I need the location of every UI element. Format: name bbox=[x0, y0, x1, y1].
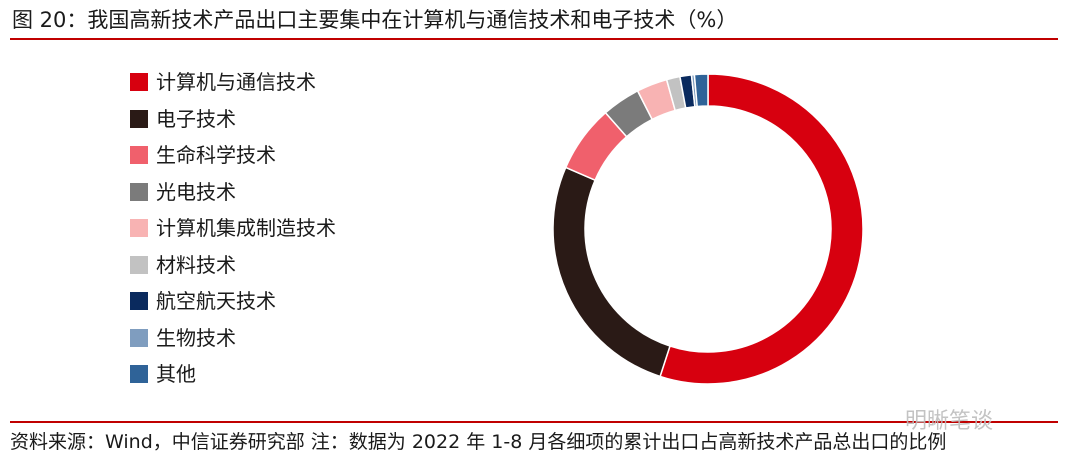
legend-swatch bbox=[130, 292, 148, 310]
legend-swatch bbox=[130, 255, 148, 274]
legend-swatch bbox=[130, 365, 148, 383]
legend-label: 计算机集成制造技术 bbox=[156, 216, 336, 240]
donut-slice bbox=[552, 166, 671, 378]
legend-label: 生物技术 bbox=[156, 325, 236, 350]
legend-swatch bbox=[130, 109, 148, 128]
title-rule bbox=[10, 38, 1058, 40]
source-note: 资料来源：Wind，中信证券研究部 注：数据为 2022 年 1-8 月各细项的… bbox=[10, 431, 947, 453]
legend-label: 材料技术 bbox=[156, 252, 236, 277]
footer-rule bbox=[10, 421, 1058, 423]
legend-label: 航空航天技术 bbox=[156, 289, 276, 313]
legend-label: 电子技术 bbox=[156, 106, 236, 131]
legend-swatch bbox=[130, 146, 148, 164]
figure-title: 图 20：我国高新技术产品出口主要集中在计算机与通信技术和电子技术（%） bbox=[12, 8, 738, 32]
donut-slice bbox=[659, 73, 864, 385]
legend-swatch bbox=[130, 328, 148, 347]
legend-label: 光电技术 bbox=[156, 179, 236, 204]
legend-swatch bbox=[130, 73, 148, 91]
legend-label: 计算机与通信技术 bbox=[156, 70, 316, 94]
legend-label: 其他 bbox=[156, 362, 196, 386]
donut-slice bbox=[693, 73, 709, 108]
legend-label: 生命科学技术 bbox=[156, 143, 276, 167]
legend-swatch bbox=[130, 219, 148, 237]
legend-swatch bbox=[130, 182, 148, 201]
watermark-text: 明晰笔谈 bbox=[905, 409, 994, 434]
